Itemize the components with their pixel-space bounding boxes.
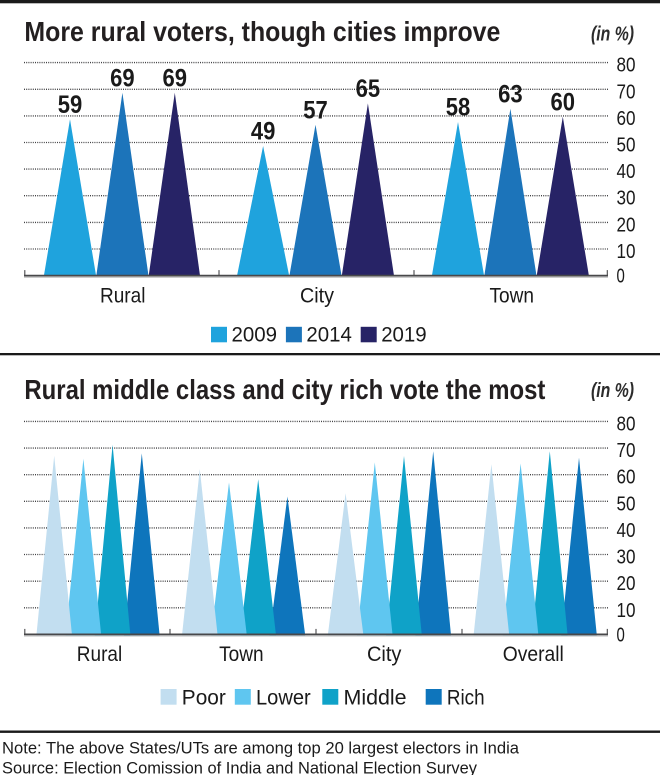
svg-text:(in %): (in %): [591, 380, 634, 402]
svg-text:(in %): (in %): [591, 24, 634, 46]
svg-text:Rural: Rural: [100, 285, 146, 308]
svg-text:49: 49: [251, 118, 276, 146]
svg-text:58: 58: [446, 94, 471, 122]
svg-text:Poor: Poor: [182, 686, 226, 709]
svg-text:80: 80: [617, 55, 636, 77]
svg-text:60: 60: [617, 108, 636, 130]
svg-text:30: 30: [617, 188, 636, 210]
svg-text:50: 50: [617, 493, 636, 515]
svg-text:70: 70: [617, 81, 636, 103]
svg-text:Town: Town: [489, 285, 534, 308]
svg-text:70: 70: [617, 440, 636, 462]
svg-text:2019: 2019: [381, 324, 427, 347]
svg-text:City: City: [367, 643, 402, 666]
svg-text:10: 10: [617, 241, 636, 263]
svg-text:Rich: Rich: [447, 686, 485, 709]
svg-text:63: 63: [498, 80, 523, 108]
svg-text:20: 20: [617, 214, 636, 236]
svg-text:Source: Election Comission of: Source: Election Comission of India and …: [2, 759, 477, 776]
svg-text:59: 59: [58, 91, 83, 119]
svg-text:69: 69: [110, 64, 135, 92]
svg-text:50: 50: [617, 135, 636, 157]
svg-text:Lower: Lower: [256, 686, 311, 709]
svg-text:60: 60: [551, 88, 576, 116]
svg-text:0: 0: [617, 624, 625, 646]
svg-text:80: 80: [617, 413, 636, 435]
svg-text:2014: 2014: [306, 324, 352, 347]
svg-text:40: 40: [617, 520, 636, 542]
svg-text:Town: Town: [219, 643, 264, 666]
svg-text:More rural voters, though citi: More rural voters, though cities improve: [24, 16, 500, 47]
svg-text:10: 10: [617, 600, 636, 622]
svg-text:57: 57: [303, 96, 328, 124]
svg-text:Note: The above States/UTs are: Note: The above States/UTs are among top…: [2, 738, 520, 757]
svg-text:Rural: Rural: [77, 643, 122, 666]
svg-text:60: 60: [617, 467, 636, 489]
svg-text:Middle: Middle: [344, 686, 407, 709]
svg-text:30: 30: [617, 547, 636, 569]
svg-text:City: City: [300, 285, 334, 308]
svg-text:40: 40: [617, 161, 636, 183]
svg-text:20: 20: [617, 573, 636, 595]
svg-text:0: 0: [617, 266, 625, 288]
svg-text:65: 65: [356, 75, 381, 103]
svg-text:2009: 2009: [232, 324, 278, 347]
svg-text:Overall: Overall: [503, 643, 564, 666]
svg-text:Rural middle class and city ri: Rural middle class and city rich vote th…: [24, 374, 545, 405]
svg-text:69: 69: [163, 64, 188, 92]
